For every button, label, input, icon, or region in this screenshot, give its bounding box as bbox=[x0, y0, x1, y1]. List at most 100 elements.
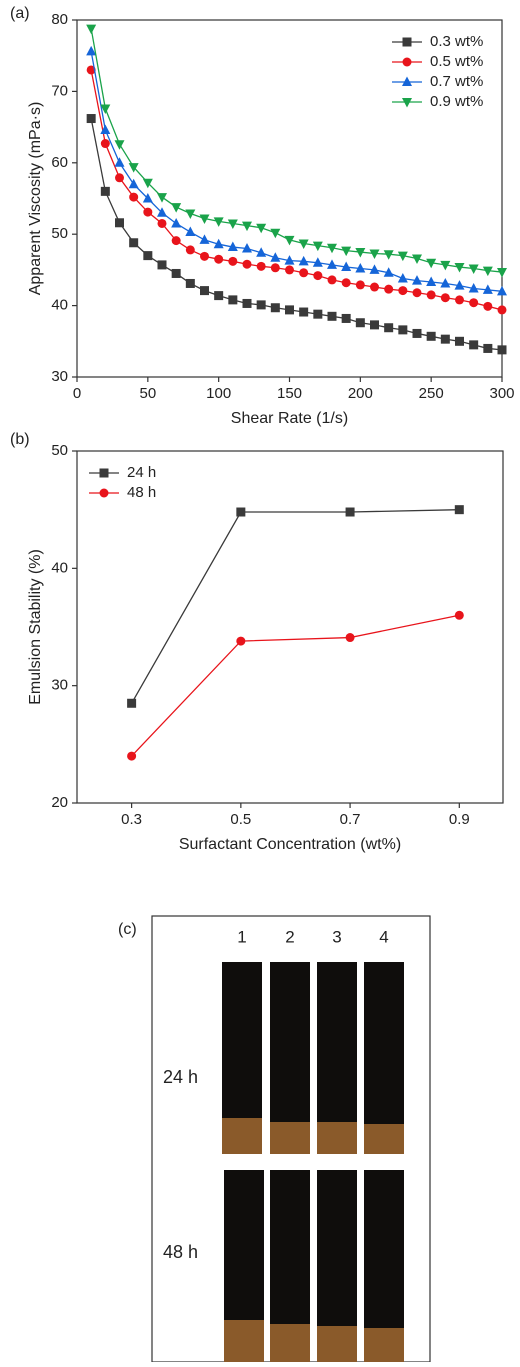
marker bbox=[497, 285, 507, 296]
marker bbox=[426, 290, 436, 300]
marker bbox=[355, 262, 366, 273]
marker bbox=[256, 261, 266, 271]
marker bbox=[497, 268, 507, 278]
marker bbox=[100, 124, 111, 134]
marker bbox=[236, 507, 246, 517]
marker bbox=[228, 256, 238, 266]
marker bbox=[497, 345, 507, 355]
series-line bbox=[131, 509, 460, 704]
marker bbox=[299, 268, 309, 278]
marker bbox=[157, 260, 167, 270]
tube-water bbox=[270, 1324, 310, 1362]
marker bbox=[469, 298, 479, 308]
marker bbox=[242, 259, 252, 269]
marker bbox=[86, 45, 97, 56]
marker bbox=[370, 282, 379, 292]
marker bbox=[213, 238, 224, 249]
marker bbox=[398, 325, 408, 335]
legend-label: 0.5 wt% bbox=[430, 53, 483, 70]
tube-water bbox=[222, 1118, 262, 1154]
marker bbox=[482, 266, 493, 277]
marker bbox=[313, 309, 323, 319]
marker bbox=[285, 305, 294, 315]
x-tick-label: 250 bbox=[419, 385, 444, 402]
y-tick-label: 70 bbox=[51, 82, 68, 99]
marker bbox=[355, 248, 366, 258]
marker bbox=[327, 311, 337, 321]
legend-marker bbox=[402, 98, 412, 108]
marker bbox=[227, 241, 238, 252]
x-tick-label: 0.3 bbox=[121, 811, 142, 828]
marker bbox=[454, 280, 465, 290]
marker bbox=[227, 219, 238, 229]
marker bbox=[236, 636, 246, 646]
tubes-48h bbox=[224, 1170, 404, 1362]
marker bbox=[114, 157, 125, 167]
marker bbox=[213, 217, 224, 227]
marker bbox=[454, 505, 464, 515]
legend-label: 0.3 wt% bbox=[430, 33, 483, 50]
marker bbox=[327, 259, 337, 269]
marker bbox=[242, 298, 252, 308]
legend-label: 0.9 wt% bbox=[430, 93, 483, 110]
legend-marker bbox=[99, 488, 109, 498]
marker bbox=[345, 507, 355, 517]
tube bbox=[364, 962, 404, 1154]
marker bbox=[242, 221, 252, 232]
marker bbox=[398, 286, 408, 296]
y-tick-label: 40 bbox=[51, 297, 68, 314]
x-tick-label: 200 bbox=[348, 385, 373, 402]
tube-water bbox=[317, 1122, 357, 1154]
marker bbox=[157, 193, 167, 203]
marker bbox=[127, 698, 137, 708]
legend-label: 0.7 wt% bbox=[430, 73, 483, 90]
y-axis-label: Emulsion Stability (%) bbox=[27, 549, 44, 705]
marker bbox=[383, 267, 394, 277]
marker bbox=[455, 295, 464, 305]
y-tick-label: 80 bbox=[51, 11, 68, 28]
legend-marker bbox=[402, 76, 412, 86]
marker bbox=[469, 340, 479, 350]
tubes-24h bbox=[222, 962, 404, 1154]
marker bbox=[285, 265, 294, 275]
marker bbox=[440, 260, 451, 271]
marker bbox=[298, 255, 309, 266]
marker bbox=[143, 251, 153, 261]
series-line bbox=[90, 118, 503, 351]
marker bbox=[313, 271, 323, 281]
marker bbox=[341, 313, 351, 323]
y-tick-label: 20 bbox=[51, 794, 68, 811]
marker bbox=[412, 254, 422, 264]
marker bbox=[440, 277, 451, 288]
marker bbox=[100, 186, 110, 196]
tube-label: 3 bbox=[332, 927, 341, 946]
marker bbox=[86, 114, 96, 124]
tube-water bbox=[270, 1122, 310, 1154]
marker bbox=[157, 218, 167, 228]
y-tick-label: 50 bbox=[51, 442, 68, 459]
marker bbox=[157, 207, 167, 217]
panel-label: (a) bbox=[10, 5, 30, 22]
marker bbox=[454, 610, 464, 620]
row-label: 24 h bbox=[163, 1067, 198, 1087]
marker bbox=[199, 214, 210, 224]
marker bbox=[128, 163, 139, 173]
marker bbox=[129, 192, 139, 202]
marker bbox=[214, 291, 224, 301]
row-label: 48 h bbox=[163, 1242, 198, 1262]
marker bbox=[214, 254, 224, 264]
marker bbox=[454, 263, 465, 273]
photo: (c) 1 2 3 4 24 h 48 h bbox=[118, 915, 431, 1363]
x-tick-label: 100 bbox=[206, 385, 231, 402]
marker bbox=[171, 203, 182, 213]
marker bbox=[341, 246, 352, 257]
marker bbox=[312, 257, 323, 267]
marker bbox=[171, 236, 181, 246]
series-line bbox=[131, 614, 460, 757]
tube-label: 4 bbox=[379, 927, 388, 946]
marker bbox=[142, 193, 153, 203]
marker bbox=[115, 218, 124, 228]
marker bbox=[256, 247, 267, 257]
marker bbox=[369, 264, 380, 274]
